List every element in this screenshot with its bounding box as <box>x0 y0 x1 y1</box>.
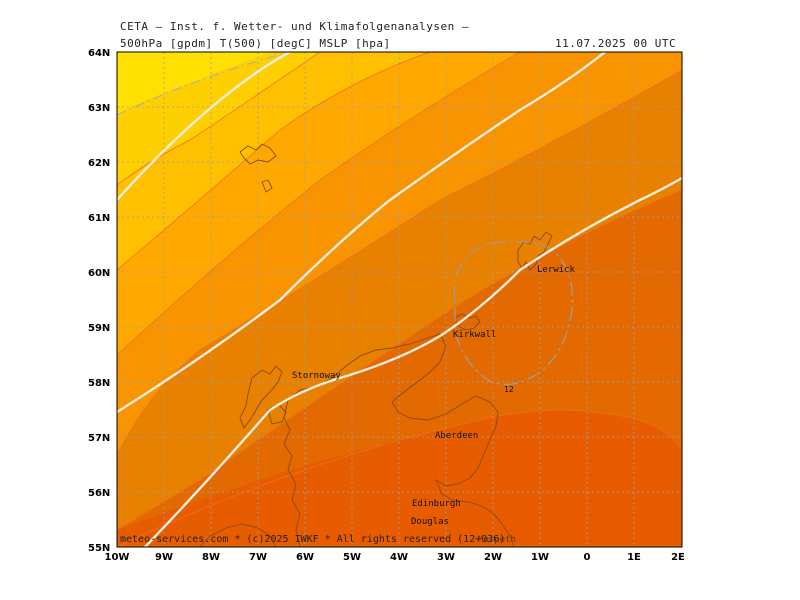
lon-label-1w: 1W <box>531 552 549 563</box>
lon-label-0: 0 <box>584 552 591 563</box>
ireland-coast <box>199 523 277 547</box>
city-lerwick: Lerwick <box>537 265 576 275</box>
lat-label-61n: 61N <box>88 213 110 224</box>
city-kirkwall: Kirkwall <box>453 330 496 340</box>
orkney-coast <box>453 313 481 331</box>
city-stornoway: Stornoway <box>292 371 341 381</box>
city-aberdeen: Aberdeen <box>435 431 478 441</box>
chart-datetime: 11.07.2025 00 UTC <box>555 37 677 50</box>
lat-label-63n: 63N <box>88 103 110 114</box>
isobar-label: 12 <box>504 385 514 394</box>
longitude-labels: 10W 9W 8W 7W 6W 5W 4W 3W 2W 1W 0 1E 2E <box>105 552 686 563</box>
lon-label-4w: 4W <box>390 552 408 563</box>
faroe-coast <box>239 143 277 165</box>
lat-label-60n: 60N <box>88 268 110 279</box>
temperature-shading <box>117 52 682 547</box>
lat-label-58n: 58N <box>88 378 110 389</box>
lat-label-56n: 56N <box>88 488 110 499</box>
lat-label-59n: 59N <box>88 323 110 334</box>
geopotential-contours <box>117 52 682 547</box>
isobar-north <box>117 52 291 116</box>
city-douglas: Douglas <box>411 517 449 527</box>
temperature-band-1 <box>117 52 270 115</box>
chart-title: CETA — Inst. f. Wetter- und Klimafolgena… <box>120 20 470 33</box>
lon-label-10w: 10W <box>105 552 130 563</box>
temperature-isolines <box>117 52 682 547</box>
lon-label-9w: 9W <box>155 552 173 563</box>
lon-label-8w: 8W <box>202 552 220 563</box>
lon-label-6w: 6W <box>296 552 314 563</box>
lat-label-55n: 55N <box>88 543 110 554</box>
lon-label-1e: 1E <box>627 552 641 563</box>
latitude-labels: 64N 63N 62N 61N 60N 59N 58N 57N 56N 55N <box>88 48 110 554</box>
lat-label-64n: 64N <box>88 48 110 59</box>
map-frame <box>116 51 683 548</box>
footer-town-morpeth: Morpeth <box>478 535 516 545</box>
lon-label-5w: 5W <box>343 552 361 563</box>
coastlines <box>199 143 553 547</box>
chart-params: 500hPa [gpdm] T(500) [degC] MSLP [hpa] <box>120 37 391 50</box>
shetland-coast <box>517 231 553 271</box>
faroe-islet <box>261 179 273 193</box>
city-labels: Lerwick Kirkwall Stornoway Aberdeen Edin… <box>292 265 576 527</box>
lat-label-57n: 57N <box>88 433 110 444</box>
city-edinburgh: Edinburgh <box>412 499 461 509</box>
scotland-mainland-coast <box>283 333 515 547</box>
lat-label-62n: 62N <box>88 158 110 169</box>
graticule <box>117 52 682 547</box>
outer-hebrides-coast <box>239 365 283 429</box>
lon-label-3w: 3W <box>437 552 455 563</box>
lon-label-2e: 2E <box>671 552 685 563</box>
isobar-12 <box>453 240 574 386</box>
lon-label-2w: 2W <box>484 552 502 563</box>
lon-label-7w: 7W <box>249 552 267 563</box>
footer-credit: meteo-services.com * (c)2025 IWKF * All … <box>120 534 506 545</box>
